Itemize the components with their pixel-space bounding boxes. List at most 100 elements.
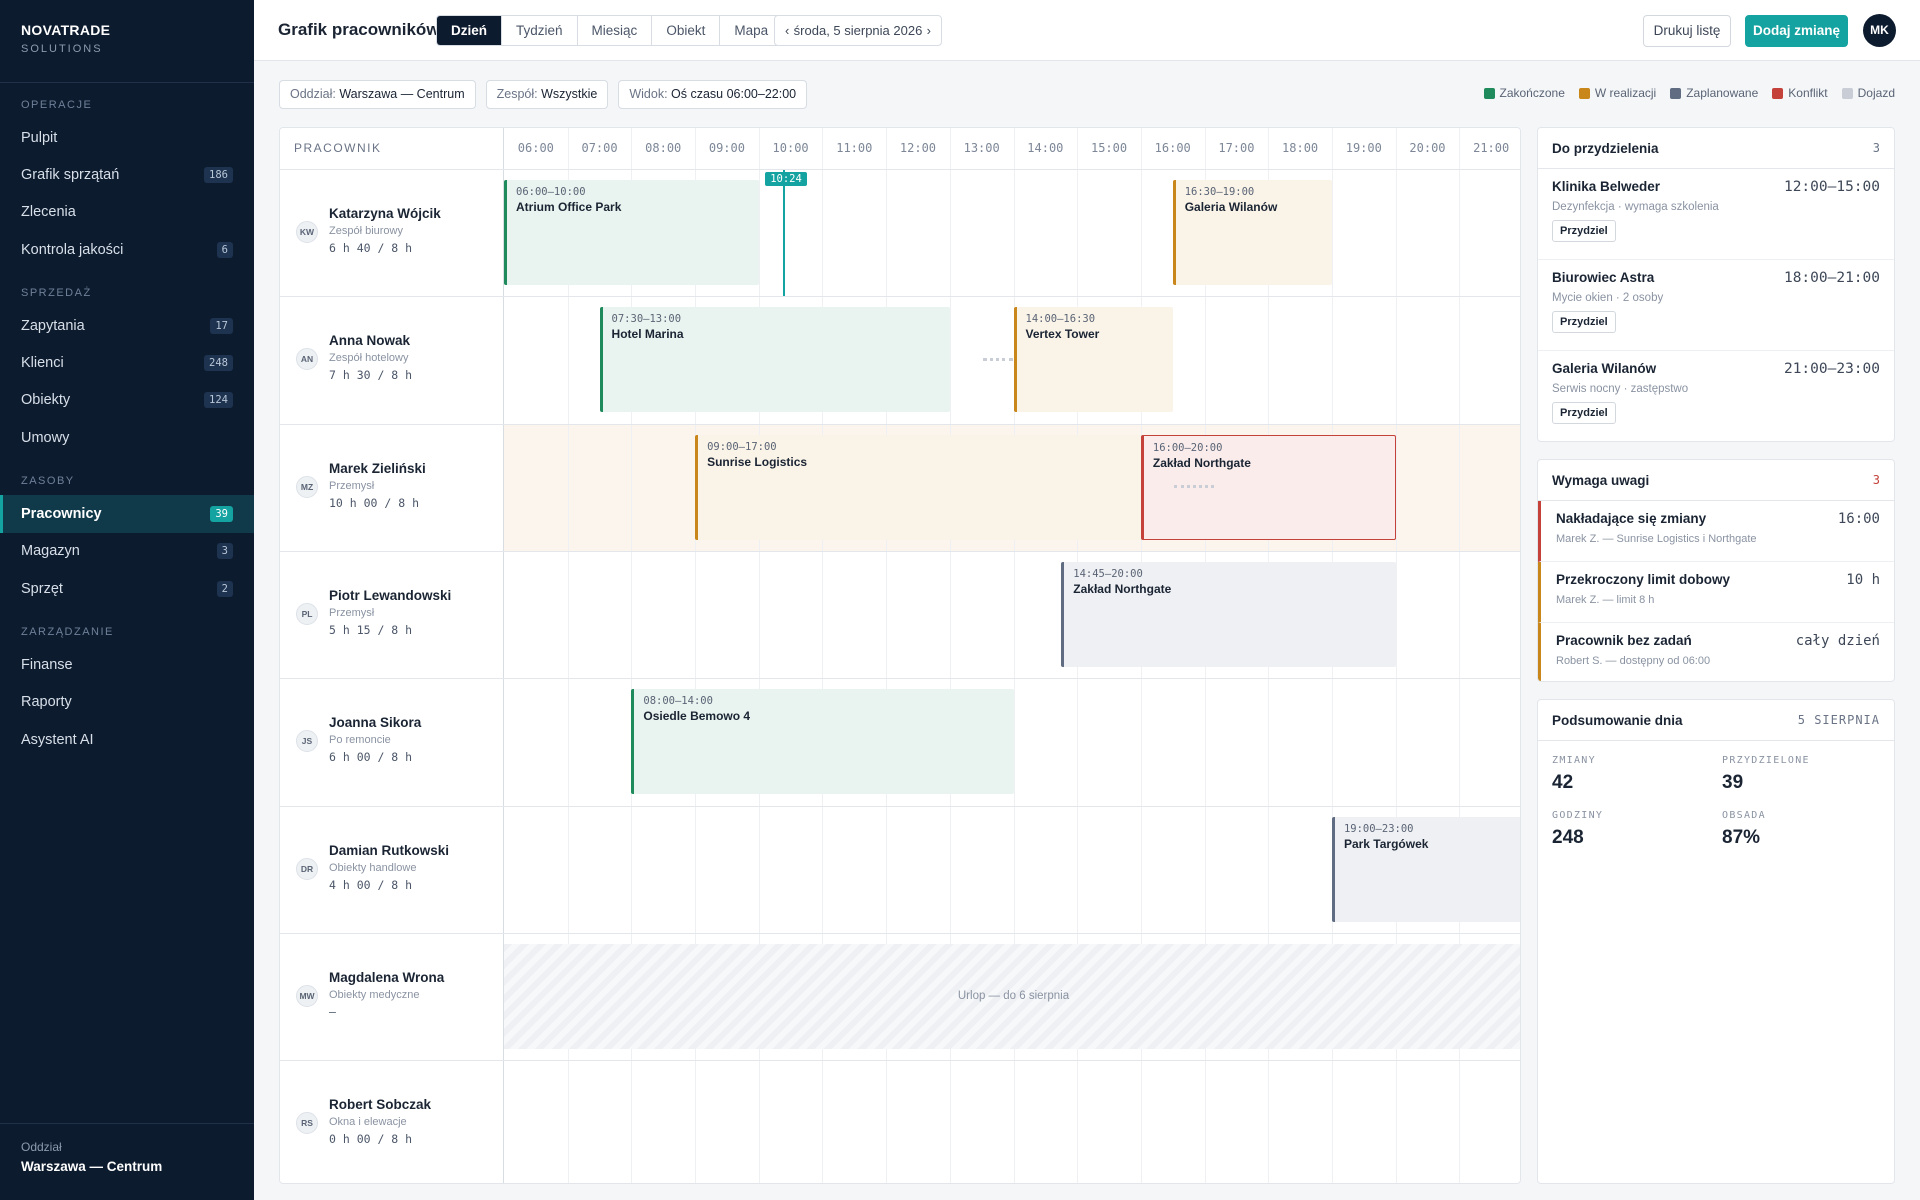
alert-item[interactable]: Pracownik bez zadań cały dzień Robert S. —…	[1538, 623, 1894, 681]
tab[interactable]: Mapa	[734, 23, 769, 38]
tab[interactable]: Tydzień	[502, 16, 578, 45]
shift[interactable]: 14:00–16:30 Vertex Tower	[1013, 307, 1173, 413]
shift[interactable]: 14:45–20:00 Zakład Northgate	[1061, 561, 1396, 667]
nav-label: Sprzęt	[21, 580, 63, 597]
tab[interactable]: Obiekt	[652, 16, 721, 45]
panel-header: Podsumowanie dnia 5 SIERPNIA	[1538, 700, 1894, 741]
worker-name[interactable]: Anna Nowak	[329, 333, 411, 349]
worker-name[interactable]: Katarzyna Wójcik	[329, 206, 441, 221]
hour-label: 16:00	[1154, 141, 1191, 155]
nav-section-title: OPERACJE	[21, 99, 93, 111]
nav-item[interactable]: Grafik sprzątań 186	[0, 156, 254, 193]
shift[interactable]: 07:30–13:00 Hotel Marina	[599, 307, 950, 413]
nav-item[interactable]: Magazyn 3	[0, 533, 254, 570]
topbar: Grafik pracowników Dzień Tydzień Miesiąc Ob…	[254, 0, 1920, 61]
nav-item[interactable]: Obiekty 124	[0, 382, 254, 419]
now-line	[783, 169, 786, 297]
worker: MW Magdalena Wrona Obiekty medyczne —	[280, 933, 503, 1060]
filter-chip[interactable]: Oddział: Warszawa — Centrum	[279, 80, 476, 109]
alert-item[interactable]: Przekroczony limit dobowy 10 h Marek Z. — …	[1538, 562, 1894, 623]
nav-label: Zlecenia	[21, 204, 76, 221]
assign-button[interactable]: Przydziel	[1552, 402, 1616, 424]
shift[interactable]: 16:30–19:00 Galeria Wilanów	[1172, 180, 1332, 285]
hour-label: 13:00	[963, 141, 1000, 155]
nav-item[interactable]: Zapytania 17	[0, 307, 254, 344]
add-button[interactable]: Dodaj zmianę	[1745, 15, 1848, 47]
nav-section-title: ZARZĄDZANIE	[21, 626, 114, 639]
job-time: 21:00–23:00	[1783, 361, 1880, 377]
worker-text: Damian Rutkowski Obiekty handlowe 4 h 00 /…	[329, 842, 449, 894]
brand-sub: SOLUTIONS	[21, 43, 103, 55]
unassigned-item: Klinika Belweder 12:00–15:00 Dezynfekcja ·…	[1538, 169, 1894, 260]
prev[interactable]: ‹	[785, 23, 790, 38]
nav-item[interactable]: Umowy	[0, 419, 254, 456]
assign-button[interactable]: Przydziel	[1552, 311, 1616, 333]
worker-text: Joanna Sikora Po remoncie 6 h 00 / 8 h	[329, 714, 421, 766]
worker-name[interactable]: Marek Zieliński	[329, 460, 426, 476]
row-line	[280, 1060, 1520, 1062]
worker-name[interactable]: Joanna Sikora	[329, 715, 422, 731]
job-name: Klinika Belweder	[1552, 179, 1661, 194]
sidebar: NOVATRADE SOLUTIONS OPERACJE Pulpit Grafik…	[0, 0, 254, 1200]
nav-badge: 3	[216, 543, 233, 560]
nav-item[interactable]: Kontrola jakości 6	[0, 231, 254, 268]
nav-item[interactable]: Klienci 248	[0, 344, 254, 381]
brand: NOVATRADE	[21, 22, 111, 38]
print-button[interactable]: Drukuj listę	[1643, 15, 1731, 47]
filter-chip[interactable]: Zespół: Wszystkie	[485, 80, 609, 109]
shift[interactable]: 19:00–23:00 Park Targówek	[1331, 816, 1520, 922]
worker-name[interactable]: Magdalena Wrona	[329, 969, 445, 985]
shift[interactable]: 06:00–10:00 Atrium Office Park	[504, 180, 759, 285]
tab[interactable]: Miesiąc	[578, 16, 653, 45]
nav-item[interactable]: Raporty	[0, 684, 254, 721]
alert-item[interactable]: Nakładające się zmiany 16:00 Marek Z. — Su…	[1538, 501, 1894, 562]
tab[interactable]: Dzień	[437, 16, 503, 45]
worker-name[interactable]: Damian Rutkowski	[329, 842, 450, 858]
assign-button[interactable]: Przydziel	[1552, 220, 1616, 242]
worker-avatar: DR	[296, 857, 318, 880]
row-line	[280, 805, 1520, 807]
worker-avatar: MW	[296, 984, 318, 1007]
hour-label: 19:00	[1345, 141, 1382, 155]
shift-place: Osiedle Bemowo 4	[643, 709, 751, 724]
shift-time: 09:00–17:00	[707, 440, 777, 453]
nav-item[interactable]: Pulpit	[0, 119, 254, 156]
legend-swatch	[1483, 87, 1495, 99]
panel-count: 3	[1872, 141, 1880, 155]
nav-item[interactable]: Asystent AI	[0, 721, 254, 758]
nav-item[interactable]: Sprzęt 2	[0, 570, 254, 607]
worker-name[interactable]: Robert Sobczak	[329, 1097, 432, 1113]
filter-chip[interactable]: Widok: Oś czasu 06:00–22:00	[618, 80, 808, 109]
stat: OBSADA 87%	[1722, 810, 1892, 849]
job-time: 12:00–15:00	[1783, 179, 1880, 195]
user-avatar[interactable]: MK	[1863, 14, 1896, 47]
legend-label: Zakończone	[1499, 86, 1565, 100]
shift-time: 06:00–10:00	[516, 186, 586, 198]
legend-swatch	[1772, 87, 1784, 99]
nav-label: Umowy	[21, 429, 70, 446]
date-nav[interactable]: ‹ środa, 5 sierpnia 2026 ›	[774, 15, 942, 46]
hour-label: 08:00	[645, 141, 682, 155]
nav-item[interactable]: Finanse	[0, 646, 254, 683]
alert-title: Pracownik bez zadań	[1556, 633, 1692, 648]
worker-name[interactable]: Piotr Lewandowski	[329, 587, 452, 603]
worker: AN Anna Nowak Zespół hotelowy 7 h 30 / 8 h	[280, 296, 503, 423]
branch-label: Oddział	[21, 1140, 62, 1154]
hour-line	[822, 128, 824, 1183]
shift[interactable]: 09:00–17:00 Sunrise Logistics	[695, 434, 1205, 540]
nav-item[interactable]: Zlecenia	[0, 194, 254, 231]
worker-team: Przemysł	[329, 479, 375, 492]
shift[interactable]: 08:00–14:00 Osiedle Bemowo 4	[631, 689, 1014, 795]
shift-place: Vertex Tower	[1025, 327, 1100, 342]
nav-item[interactable]: Pracownicy 39	[0, 495, 254, 533]
hour-label: 11:00	[836, 141, 873, 155]
nav-badge: 124	[204, 392, 233, 409]
legend-item: W realizacji	[1578, 86, 1656, 100]
nav-label: Raporty	[21, 694, 72, 711]
panel-header: Wymaga uwagi 3	[1538, 460, 1894, 501]
panel-title: Podsumowanie dnia	[1552, 712, 1683, 728]
legend-swatch	[1841, 87, 1853, 99]
next[interactable]: ›	[926, 23, 931, 38]
hour-line	[886, 128, 888, 1183]
